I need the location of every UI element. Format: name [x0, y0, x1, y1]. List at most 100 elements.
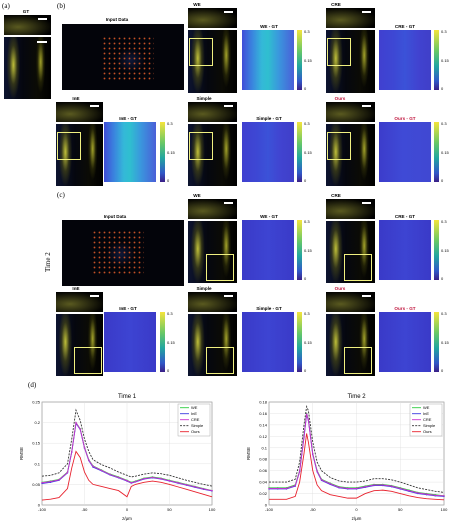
gt-image	[4, 37, 51, 99]
data-point-cre	[305, 413, 308, 415]
cre-gt-errormap-b	[379, 30, 431, 90]
panel-label-b: (b)	[57, 2, 66, 10]
input-data-image-c	[62, 220, 184, 286]
chart-title: Time 1	[118, 394, 137, 400]
series-line-simple	[41, 408, 213, 487]
rmse-chart-time1: Time 1 0 0.05 0.1 0.15 0.2 0.25 -100 -50 0 50 100 z/…	[19, 394, 216, 521]
series-line-ours	[41, 450, 213, 501]
data-point-cre	[298, 470, 301, 472]
panel-label-c: (c)	[57, 191, 65, 199]
x-tick-label: 100	[441, 507, 448, 512]
data-point-cre	[338, 486, 340, 488]
data-point-cre	[355, 487, 358, 490]
simple-gt-caption-b: Simple - GT	[256, 116, 282, 121]
we-gt-tick-mid-b: 0.15	[304, 58, 312, 63]
ours-gt-tick-mid-c: 0.15	[441, 340, 449, 345]
data-point-cre	[294, 484, 296, 487]
simple-thumbnail-c	[188, 292, 237, 312]
y-axis-label: RMSE	[246, 447, 251, 460]
x-tick-label: 100	[209, 507, 216, 512]
y-tick-label: 0.18	[259, 400, 268, 405]
ours-thumbnail-b	[326, 102, 375, 122]
ours-caption-c: Ours	[334, 286, 346, 291]
data-point-cre	[117, 476, 120, 479]
data-point-cre	[160, 477, 162, 480]
legend-label-ours: Ours	[191, 429, 200, 434]
ine-gt-colorbar-b	[160, 122, 165, 182]
ours-gt-caption-b: Ours - GT	[394, 116, 416, 121]
data-point-cre	[75, 421, 77, 424]
ours-gt-caption-c: Ours - GT	[394, 306, 416, 311]
ine-image-c	[56, 314, 103, 376]
y-tick-label: 0.2	[34, 420, 40, 425]
ours-gt-errormap-b	[379, 122, 431, 182]
ours-image-c	[326, 314, 375, 376]
data-point-cre	[417, 492, 419, 494]
data-point-cre	[277, 487, 279, 490]
ours-caption-b: Ours	[334, 96, 346, 101]
x-tick-label: 50	[167, 507, 172, 512]
y-tick-label: 0	[38, 503, 41, 508]
ine-thumbnail-b	[56, 102, 103, 122]
legend-label-simple: Simple	[423, 423, 436, 428]
data-point-cre	[151, 476, 154, 479]
simple-caption-b: Simple	[196, 96, 212, 101]
data-point-cre	[100, 469, 103, 472]
legend-label-cre: CRE	[423, 417, 432, 422]
x-tick-label: 50	[398, 507, 403, 512]
y-tick-label: 0.02	[259, 491, 268, 496]
cre-caption-b: CRE	[331, 2, 341, 7]
cre-gt-colorbar-b	[434, 30, 439, 90]
ine-gt-tick-lo-b: 0	[167, 178, 170, 183]
cre-gt-tick-mid-c: 0.15	[441, 248, 449, 253]
data-point-cre	[408, 489, 410, 492]
we-gt-errormap-b	[242, 30, 294, 90]
y-tick-label: 0.1	[261, 445, 267, 450]
data-point-cre	[268, 487, 270, 490]
we-gt-tick-hi-c: 0.3	[304, 219, 310, 224]
simple-gt-tick-hi-b: 0.3	[304, 121, 310, 126]
ine-gt-caption-c: InE - GT	[119, 306, 137, 311]
ours-gt-colorbar-c	[434, 312, 439, 372]
y-tick-label: 0.15	[32, 441, 41, 446]
y-tick-label: 0.1	[34, 461, 40, 466]
cre-caption-c: CRE	[331, 193, 341, 198]
data-point-cre	[41, 482, 43, 484]
data-point-cre	[79, 428, 81, 430]
y-tick-label: 0	[265, 503, 268, 508]
x-tick-label: -100	[265, 507, 274, 512]
input-data-image-b	[62, 24, 184, 90]
ours-gt-tick-lo-b: 0	[441, 178, 444, 183]
ours-gt-tick-hi-b: 0.3	[441, 121, 447, 126]
simple-thumbnail-b	[188, 102, 237, 122]
we-gt-colorbar-b	[297, 30, 302, 90]
ours-thumbnail-c	[326, 292, 375, 312]
ine-caption-c: InE	[72, 286, 80, 291]
y-tick-label: 0.25	[32, 400, 41, 405]
ine-gt-tick-lo-c: 0	[167, 368, 170, 373]
data-point-cre	[303, 436, 305, 438]
data-point-cre	[307, 419, 310, 421]
cre-gt-caption-c: CRE - GT	[394, 214, 416, 219]
we-gt-tick-hi-b: 0.3	[304, 29, 310, 34]
data-point-cre	[425, 493, 428, 495]
input-data-caption-b: Input Data	[105, 17, 129, 22]
ours-gt-tick-hi-c: 0.3	[441, 311, 447, 316]
data-point-cre	[202, 488, 205, 490]
we-gt-tick-lo-c: 0	[304, 276, 307, 281]
we-gt-tick-lo-b: 0	[304, 86, 307, 91]
data-point-cre	[71, 451, 73, 453]
data-point-cre	[399, 487, 401, 490]
we-gt-colorbar-c	[297, 220, 302, 280]
we-gt-caption-b: WE - GT	[260, 24, 278, 29]
legend-label-ine: InE	[191, 411, 197, 416]
legend-label-ours: Ours	[423, 429, 432, 434]
ine-gt-tick-mid-b: 0.15	[167, 150, 175, 155]
y-tick-label: 0.14	[259, 422, 268, 427]
data-point-cre	[83, 447, 86, 449]
simple-gt-colorbar-c	[297, 312, 302, 372]
we-caption-b: WE	[193, 2, 201, 7]
ine-gt-tick-hi-c: 0.3	[167, 311, 173, 316]
simple-gt-tick-mid-b: 0.15	[304, 150, 312, 155]
x-axis-label: z/μm	[122, 516, 132, 521]
